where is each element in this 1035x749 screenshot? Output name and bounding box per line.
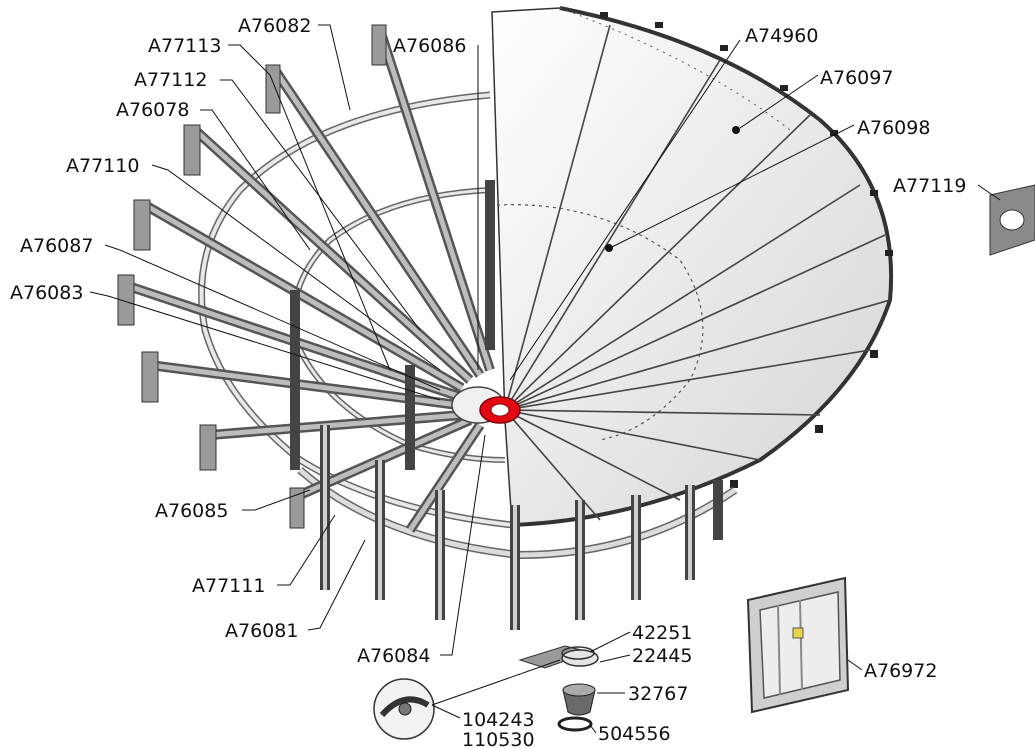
part-32767 (562, 689, 596, 716)
part-22445 (561, 649, 599, 667)
label-22445: 22445 (632, 645, 692, 667)
label-32767: 32767 (628, 683, 688, 705)
label-a77119: A77119 (893, 175, 966, 197)
part-a77119-plate (989, 184, 1035, 256)
beam-end-brackets (117, 24, 387, 529)
callout-dot-a76098 (605, 244, 613, 252)
label-a74960: A74960 (745, 25, 818, 47)
vertical-leg-faces (323, 425, 692, 630)
hub-parts-explode (373, 645, 599, 740)
dish-panel-ribs (504, 24, 891, 521)
dish-rim-brackets (600, 12, 893, 488)
label-a76097: A76097 (820, 67, 893, 89)
support-frame (117, 24, 738, 630)
label-a76081: A76081 (225, 620, 298, 642)
callout-dot-a76097 (732, 126, 740, 134)
label-a76082: A76082 (238, 15, 311, 37)
label-110530: 110530 (462, 729, 535, 749)
label-a77111: A77111 (192, 575, 265, 597)
label-a76084: A76084 (357, 645, 430, 667)
leader-lines (89, 24, 1001, 734)
label-42251: 42251 (632, 622, 692, 644)
part-labels: A77113 A76082 A76086 A77112 A76078 A7711… (10, 15, 966, 749)
label-a76972: A76972 (864, 660, 937, 682)
label-a76085: A76085 (155, 500, 228, 522)
label-a77112: A77112 (134, 69, 207, 91)
center-hub (451, 386, 521, 424)
part-42251 (561, 646, 595, 660)
label-a76098: A76098 (857, 117, 930, 139)
label-a76087: A76087 (20, 235, 93, 257)
label-a76086: A76086 (393, 35, 466, 57)
label-a77113: A77113 (148, 35, 221, 57)
label-a76078: A76078 (116, 99, 189, 121)
label-a76083: A76083 (10, 282, 83, 304)
label-504556: 504556 (598, 723, 671, 745)
label-a77110: A77110 (66, 155, 139, 177)
dish-middle-ring (559, 7, 791, 131)
part-a76972-panel (746, 576, 850, 714)
part-504556 (557, 716, 593, 732)
label-104243: 104243 (462, 709, 535, 731)
dish-panels (491, 6, 894, 527)
dish-inner-ring (496, 204, 704, 441)
